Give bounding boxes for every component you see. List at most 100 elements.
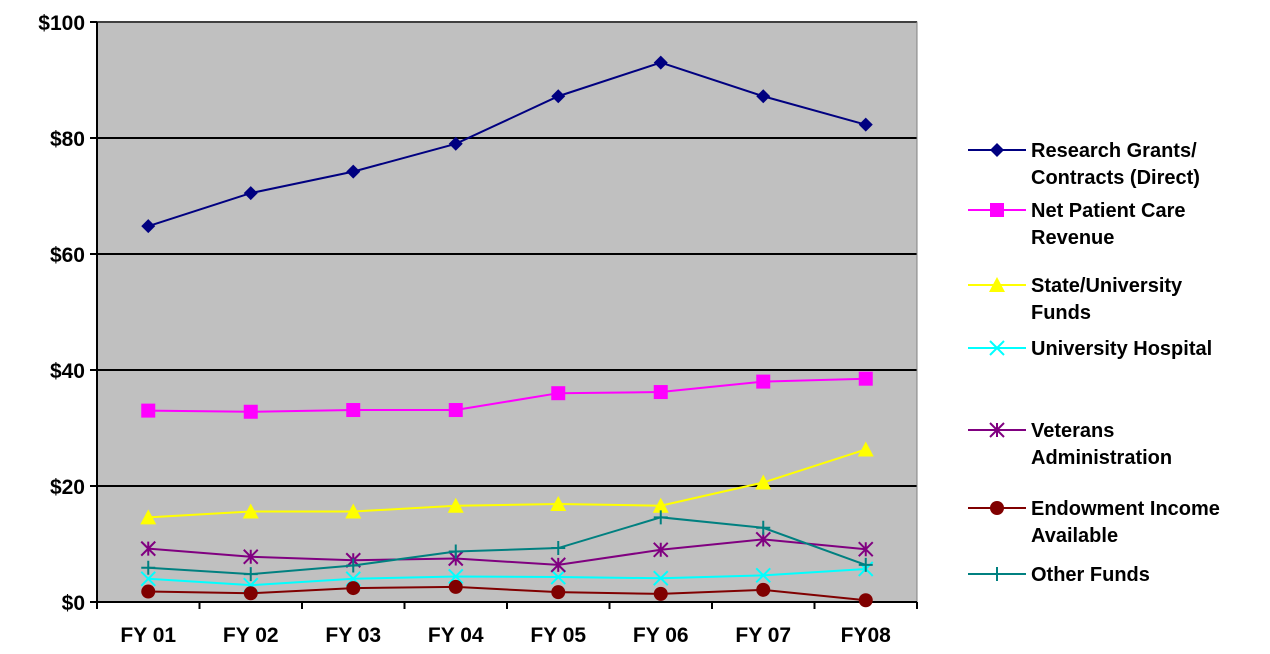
- legend-label: State/University: [1031, 275, 1183, 297]
- data-point: [346, 164, 361, 179]
- data-point: [243, 186, 258, 201]
- data-point: [756, 520, 771, 535]
- legend-item-5: Veterans Administration: [968, 420, 1172, 469]
- legend-item-3: State/University Funds: [968, 275, 1183, 324]
- series-line: [147, 61, 867, 228]
- data-point: [243, 586, 258, 601]
- y-tick-label: $40: [50, 360, 85, 383]
- legend-label: Other Funds: [1031, 564, 1150, 586]
- data-point: [448, 544, 463, 559]
- data-point: [447, 497, 464, 513]
- series-line: [148, 585, 866, 602]
- series-line: [148, 448, 867, 519]
- data-point: [756, 374, 771, 389]
- data-point: [550, 569, 566, 585]
- data-point: [243, 549, 259, 565]
- data-point: [858, 371, 873, 386]
- legend-item-2: Net Patient Care Revenue: [968, 200, 1186, 249]
- x-tick-label: FY 07: [735, 624, 791, 647]
- data-point: [653, 542, 669, 558]
- data-point: [141, 560, 156, 575]
- data-point: [756, 89, 771, 104]
- x-tick-label: FY 02: [223, 624, 279, 647]
- legend-marker: [989, 422, 1005, 438]
- data-point: [653, 570, 669, 586]
- series-line: [148, 567, 866, 587]
- data-point: [756, 582, 771, 597]
- legend-marker: [990, 143, 1004, 157]
- legend-marker: [990, 501, 1004, 515]
- data-point: [858, 117, 873, 132]
- data-point: [551, 89, 566, 104]
- y-tick-label: $0: [62, 592, 85, 615]
- data-point: [141, 403, 156, 418]
- y-tick-label: $20: [50, 476, 85, 499]
- data-point: [653, 510, 668, 525]
- series-layer: [140, 55, 874, 608]
- legend-item-6: Endowment Income Available: [968, 498, 1220, 547]
- data-point: [551, 585, 566, 600]
- data-point: [140, 509, 157, 525]
- legend-label: University Hospital: [1031, 338, 1212, 360]
- data-point: [243, 404, 258, 419]
- data-point: [448, 568, 464, 585]
- legend-item-1: Research Grants/Contracts (Direct): [968, 140, 1200, 189]
- series-3: [140, 441, 874, 525]
- data-point: [857, 441, 874, 457]
- y-tick-label: $100: [38, 12, 85, 35]
- x-tick-label: FY08: [841, 624, 892, 647]
- y-tick-label: $60: [50, 244, 85, 267]
- x-tick-label: FY 05: [530, 624, 586, 647]
- data-point: [755, 567, 771, 584]
- data-point: [653, 586, 668, 601]
- legend-item-4: University Hospital: [968, 338, 1212, 360]
- legend-marker: [989, 277, 1005, 292]
- data-point: [345, 503, 362, 519]
- legend-label: Revenue: [1031, 227, 1114, 249]
- x-tick-label: FY 04: [428, 624, 484, 647]
- data-point: [346, 403, 361, 418]
- data-point: [653, 55, 668, 70]
- data-point: [551, 541, 566, 556]
- legend-marker: [989, 340, 1005, 356]
- data-point: [140, 540, 156, 557]
- legend-label: Net Patient Care: [1031, 200, 1186, 222]
- legend-label: Endowment Income: [1031, 498, 1220, 520]
- x-tick-label: FY 06: [633, 624, 689, 647]
- legend-label: Available: [1031, 525, 1118, 547]
- data-point: [141, 219, 156, 234]
- series-line: [148, 377, 866, 413]
- y-axis: $0 $20 $40 $60 $80 $100: [38, 12, 98, 615]
- data-point: [243, 567, 258, 582]
- y-tick-label: $80: [50, 128, 85, 151]
- data-point: [448, 403, 463, 418]
- data-point: [448, 136, 463, 151]
- series-4: [140, 561, 874, 593]
- data-point: [653, 385, 668, 400]
- series-line: [148, 538, 866, 566]
- data-point: [550, 557, 566, 573]
- legend-item-7: Other Funds: [968, 564, 1150, 586]
- legend-label: Administration: [1031, 447, 1172, 469]
- data-point: [858, 541, 874, 557]
- x-tick-label: FY 03: [325, 624, 381, 647]
- legend-label: Funds: [1031, 302, 1091, 324]
- data-point: [652, 497, 669, 513]
- data-point: [448, 579, 463, 594]
- data-point: [346, 581, 361, 596]
- data-point: [550, 495, 567, 511]
- data-point: [858, 557, 873, 572]
- data-point: [551, 386, 566, 401]
- data-point: [346, 558, 361, 573]
- data-point: [140, 571, 156, 587]
- data-point: [141, 584, 156, 599]
- legend-label: Veterans: [1031, 420, 1114, 442]
- legend-marker: [990, 567, 1004, 581]
- legend-marker: [990, 203, 1004, 217]
- series-1: [141, 55, 873, 234]
- legend-label: Contracts (Direct): [1031, 167, 1200, 189]
- data-point: [858, 593, 873, 608]
- legend-label: Research Grants/: [1031, 140, 1197, 162]
- data-point: [755, 474, 772, 490]
